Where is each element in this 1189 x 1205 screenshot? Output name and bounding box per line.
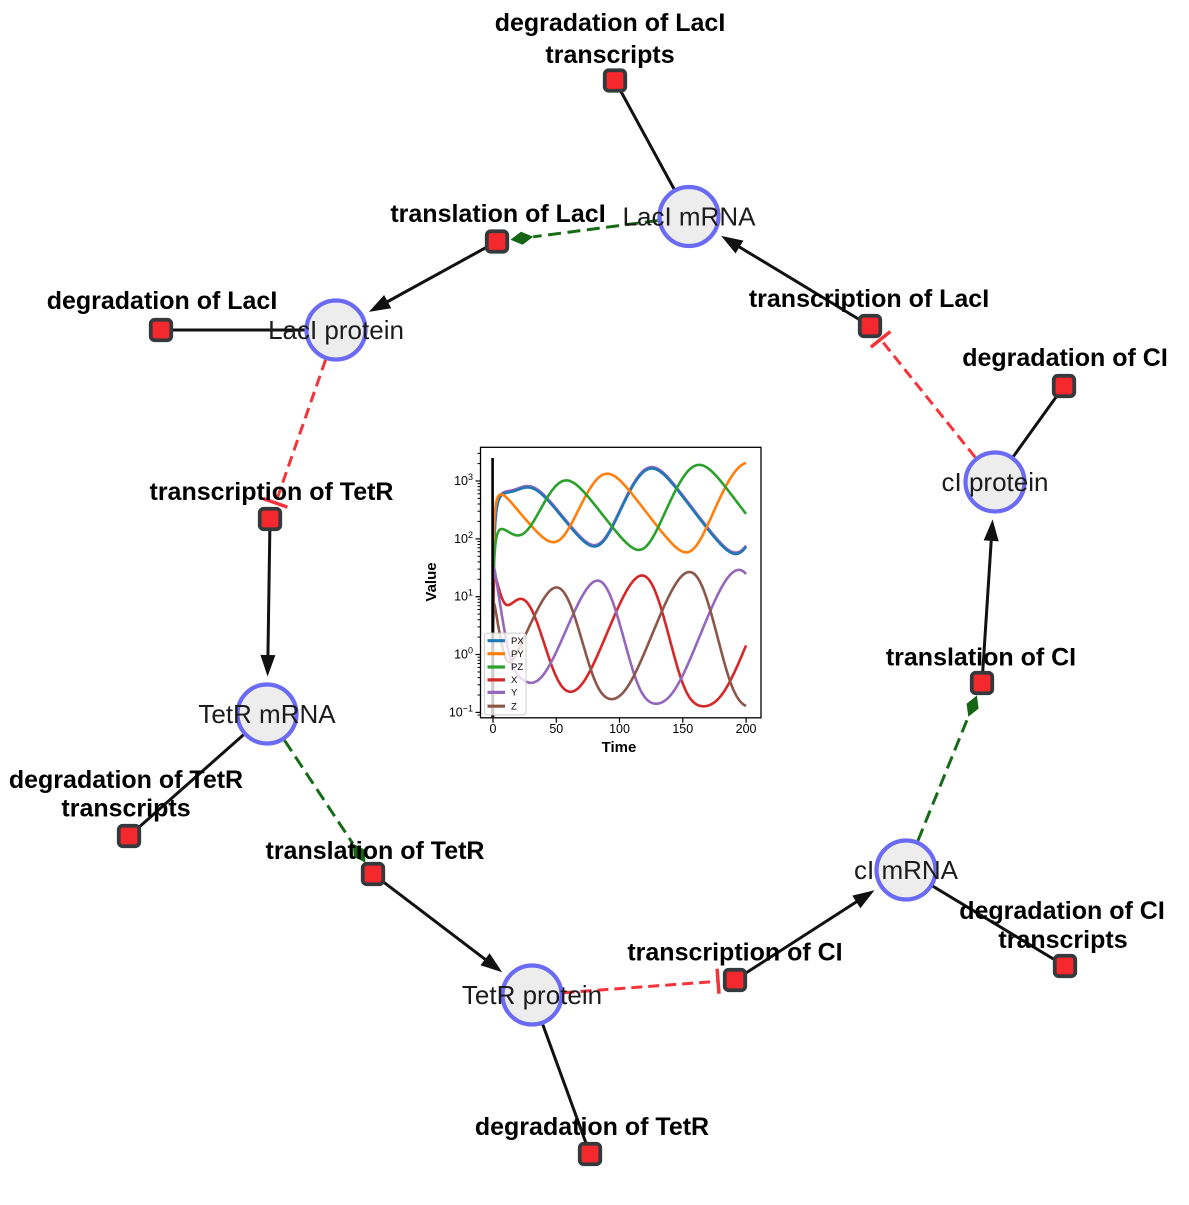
svg-text:200: 200: [736, 722, 757, 736]
svg-text:Y: Y: [511, 688, 518, 699]
svg-text:Z: Z: [511, 701, 517, 712]
svg-text:X: X: [511, 675, 518, 686]
svg-text:transcription of LacI: transcription of LacI: [749, 285, 989, 313]
svg-text:degradation of TetR: degradation of TetR: [475, 1113, 709, 1141]
svg-text:degradation of TetR: degradation of TetR: [9, 766, 243, 794]
svg-text:degradation of CI: degradation of CI: [962, 344, 1168, 372]
svg-text:PY: PY: [511, 649, 524, 660]
svg-text:Time: Time: [602, 739, 637, 756]
svg-text:100: 100: [609, 722, 630, 736]
svg-text:cI protein: cI protein: [942, 467, 1049, 497]
svg-text:50: 50: [549, 722, 563, 736]
svg-text:LacI protein: LacI protein: [268, 315, 404, 345]
svg-text:translation of CI: translation of CI: [886, 644, 1076, 672]
svg-text:transcription of TetR: transcription of TetR: [150, 478, 394, 506]
svg-text:transcription of CI: transcription of CI: [627, 939, 842, 967]
svg-text:translation of LacI: translation of LacI: [390, 200, 605, 228]
svg-text:TetR protein: TetR protein: [462, 980, 602, 1010]
svg-text:TetR mRNA: TetR mRNA: [198, 699, 336, 729]
svg-text:transcripts: transcripts: [545, 41, 674, 69]
svg-text:0: 0: [490, 722, 497, 736]
svg-text:PZ: PZ: [511, 662, 523, 673]
svg-text:degradation of CI: degradation of CI: [959, 897, 1165, 925]
svg-text:degradation of LacI: degradation of LacI: [495, 9, 726, 37]
svg-text:transcripts: transcripts: [61, 795, 190, 823]
svg-text:Value: Value: [423, 562, 440, 601]
svg-text:LacI mRNA: LacI mRNA: [623, 202, 757, 232]
svg-text:degradation of LacI: degradation of LacI: [47, 287, 278, 315]
svg-text:transcripts: transcripts: [998, 926, 1127, 954]
svg-text:PX: PX: [511, 636, 524, 647]
svg-text:translation of TetR: translation of TetR: [266, 837, 485, 865]
svg-text:cI mRNA: cI mRNA: [854, 855, 959, 885]
svg-text:150: 150: [672, 722, 693, 736]
